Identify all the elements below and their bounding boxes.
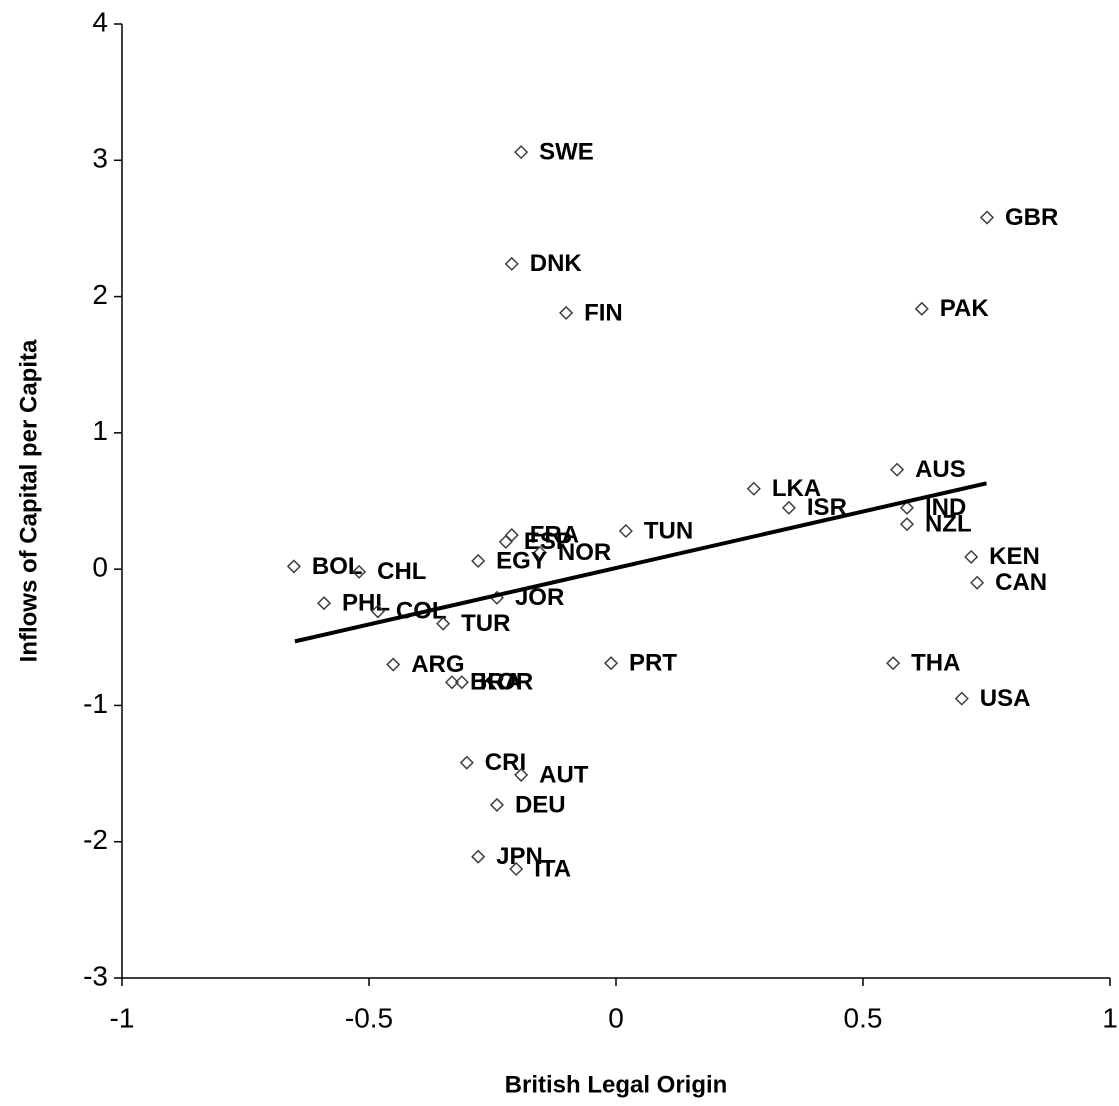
- point-label: TUN: [644, 517, 693, 544]
- y-tick-label: 0: [92, 552, 108, 583]
- point: [964, 549, 979, 564]
- x-tick-label: 0: [608, 1002, 624, 1033]
- y-tick-label: 3: [92, 143, 108, 174]
- point-label: IND: [925, 494, 966, 521]
- point-label: AUS: [915, 456, 966, 483]
- trend-line: [294, 481, 987, 644]
- point: [559, 305, 574, 320]
- point: [386, 657, 401, 672]
- point-label: BRA: [470, 669, 522, 696]
- point-label: TUR: [461, 610, 510, 637]
- x-tick-label: -0.5: [345, 1002, 393, 1033]
- point-label: USA: [980, 685, 1031, 712]
- point: [498, 534, 513, 549]
- point-label: THA: [911, 650, 960, 677]
- point-label: GBR: [1005, 204, 1058, 231]
- y-tick-label: -1: [83, 688, 108, 719]
- x-tick-label: 1: [1102, 1002, 1118, 1033]
- point-label: SWE: [539, 138, 594, 165]
- point: [370, 604, 385, 619]
- point: [603, 656, 619, 671]
- y-tick-label: 4: [92, 6, 108, 37]
- point: [746, 481, 761, 496]
- point-label: KOR: [480, 669, 533, 696]
- point: [514, 145, 529, 160]
- point: [890, 462, 905, 477]
- y-axis-label: Inflows of Capital per Capita: [15, 339, 42, 662]
- point-label: ESP: [524, 528, 572, 555]
- point: [471, 849, 486, 864]
- point: [436, 616, 451, 631]
- point-label: LKA: [772, 475, 821, 502]
- point: [899, 517, 915, 532]
- point-label: KEN: [989, 543, 1040, 570]
- point: [352, 564, 367, 579]
- point: [444, 675, 460, 690]
- point-label: DNK: [530, 250, 583, 277]
- point: [532, 545, 547, 560]
- y-tick-label: -3: [83, 960, 108, 991]
- point: [286, 559, 301, 574]
- point: [504, 256, 519, 271]
- point: [618, 523, 633, 539]
- point-label: CAN: [995, 569, 1047, 596]
- point: [454, 675, 469, 690]
- point: [979, 210, 995, 225]
- point-label: ARG: [411, 651, 464, 678]
- point-label: FRA: [530, 521, 579, 548]
- point-label: EGY: [496, 547, 547, 574]
- x-tick-label: 0.5: [844, 1002, 883, 1033]
- point-label: AUT: [539, 761, 589, 788]
- point: [316, 596, 332, 611]
- point: [954, 691, 969, 706]
- point: [509, 861, 524, 877]
- point-label: BOL: [312, 553, 363, 580]
- y-tick-label: -2: [83, 824, 108, 855]
- point-label: ITA: [534, 855, 571, 882]
- y-tick-label: 1: [92, 415, 108, 446]
- point: [886, 656, 901, 671]
- point-label: PRT: [629, 650, 677, 677]
- point-label: DEU: [515, 791, 566, 818]
- point-label: NZL: [925, 511, 972, 538]
- point-label: NOR: [558, 539, 611, 566]
- point: [459, 755, 474, 770]
- point-label: FIN: [584, 299, 623, 326]
- y-tick-label: 2: [92, 279, 108, 310]
- point-label: PAK: [940, 295, 990, 322]
- point: [471, 553, 486, 569]
- x-tick-label: -1: [110, 1002, 135, 1033]
- point-label: CHL: [377, 558, 426, 585]
- point-label: CRI: [485, 749, 526, 776]
- point: [514, 767, 529, 782]
- point: [899, 500, 915, 515]
- point: [504, 528, 519, 543]
- point: [970, 575, 985, 590]
- point: [489, 797, 505, 812]
- point: [914, 301, 929, 316]
- point-label: PHL: [342, 590, 390, 617]
- x-axis-label: British Legal Origin: [505, 1071, 728, 1098]
- point: [781, 500, 796, 515]
